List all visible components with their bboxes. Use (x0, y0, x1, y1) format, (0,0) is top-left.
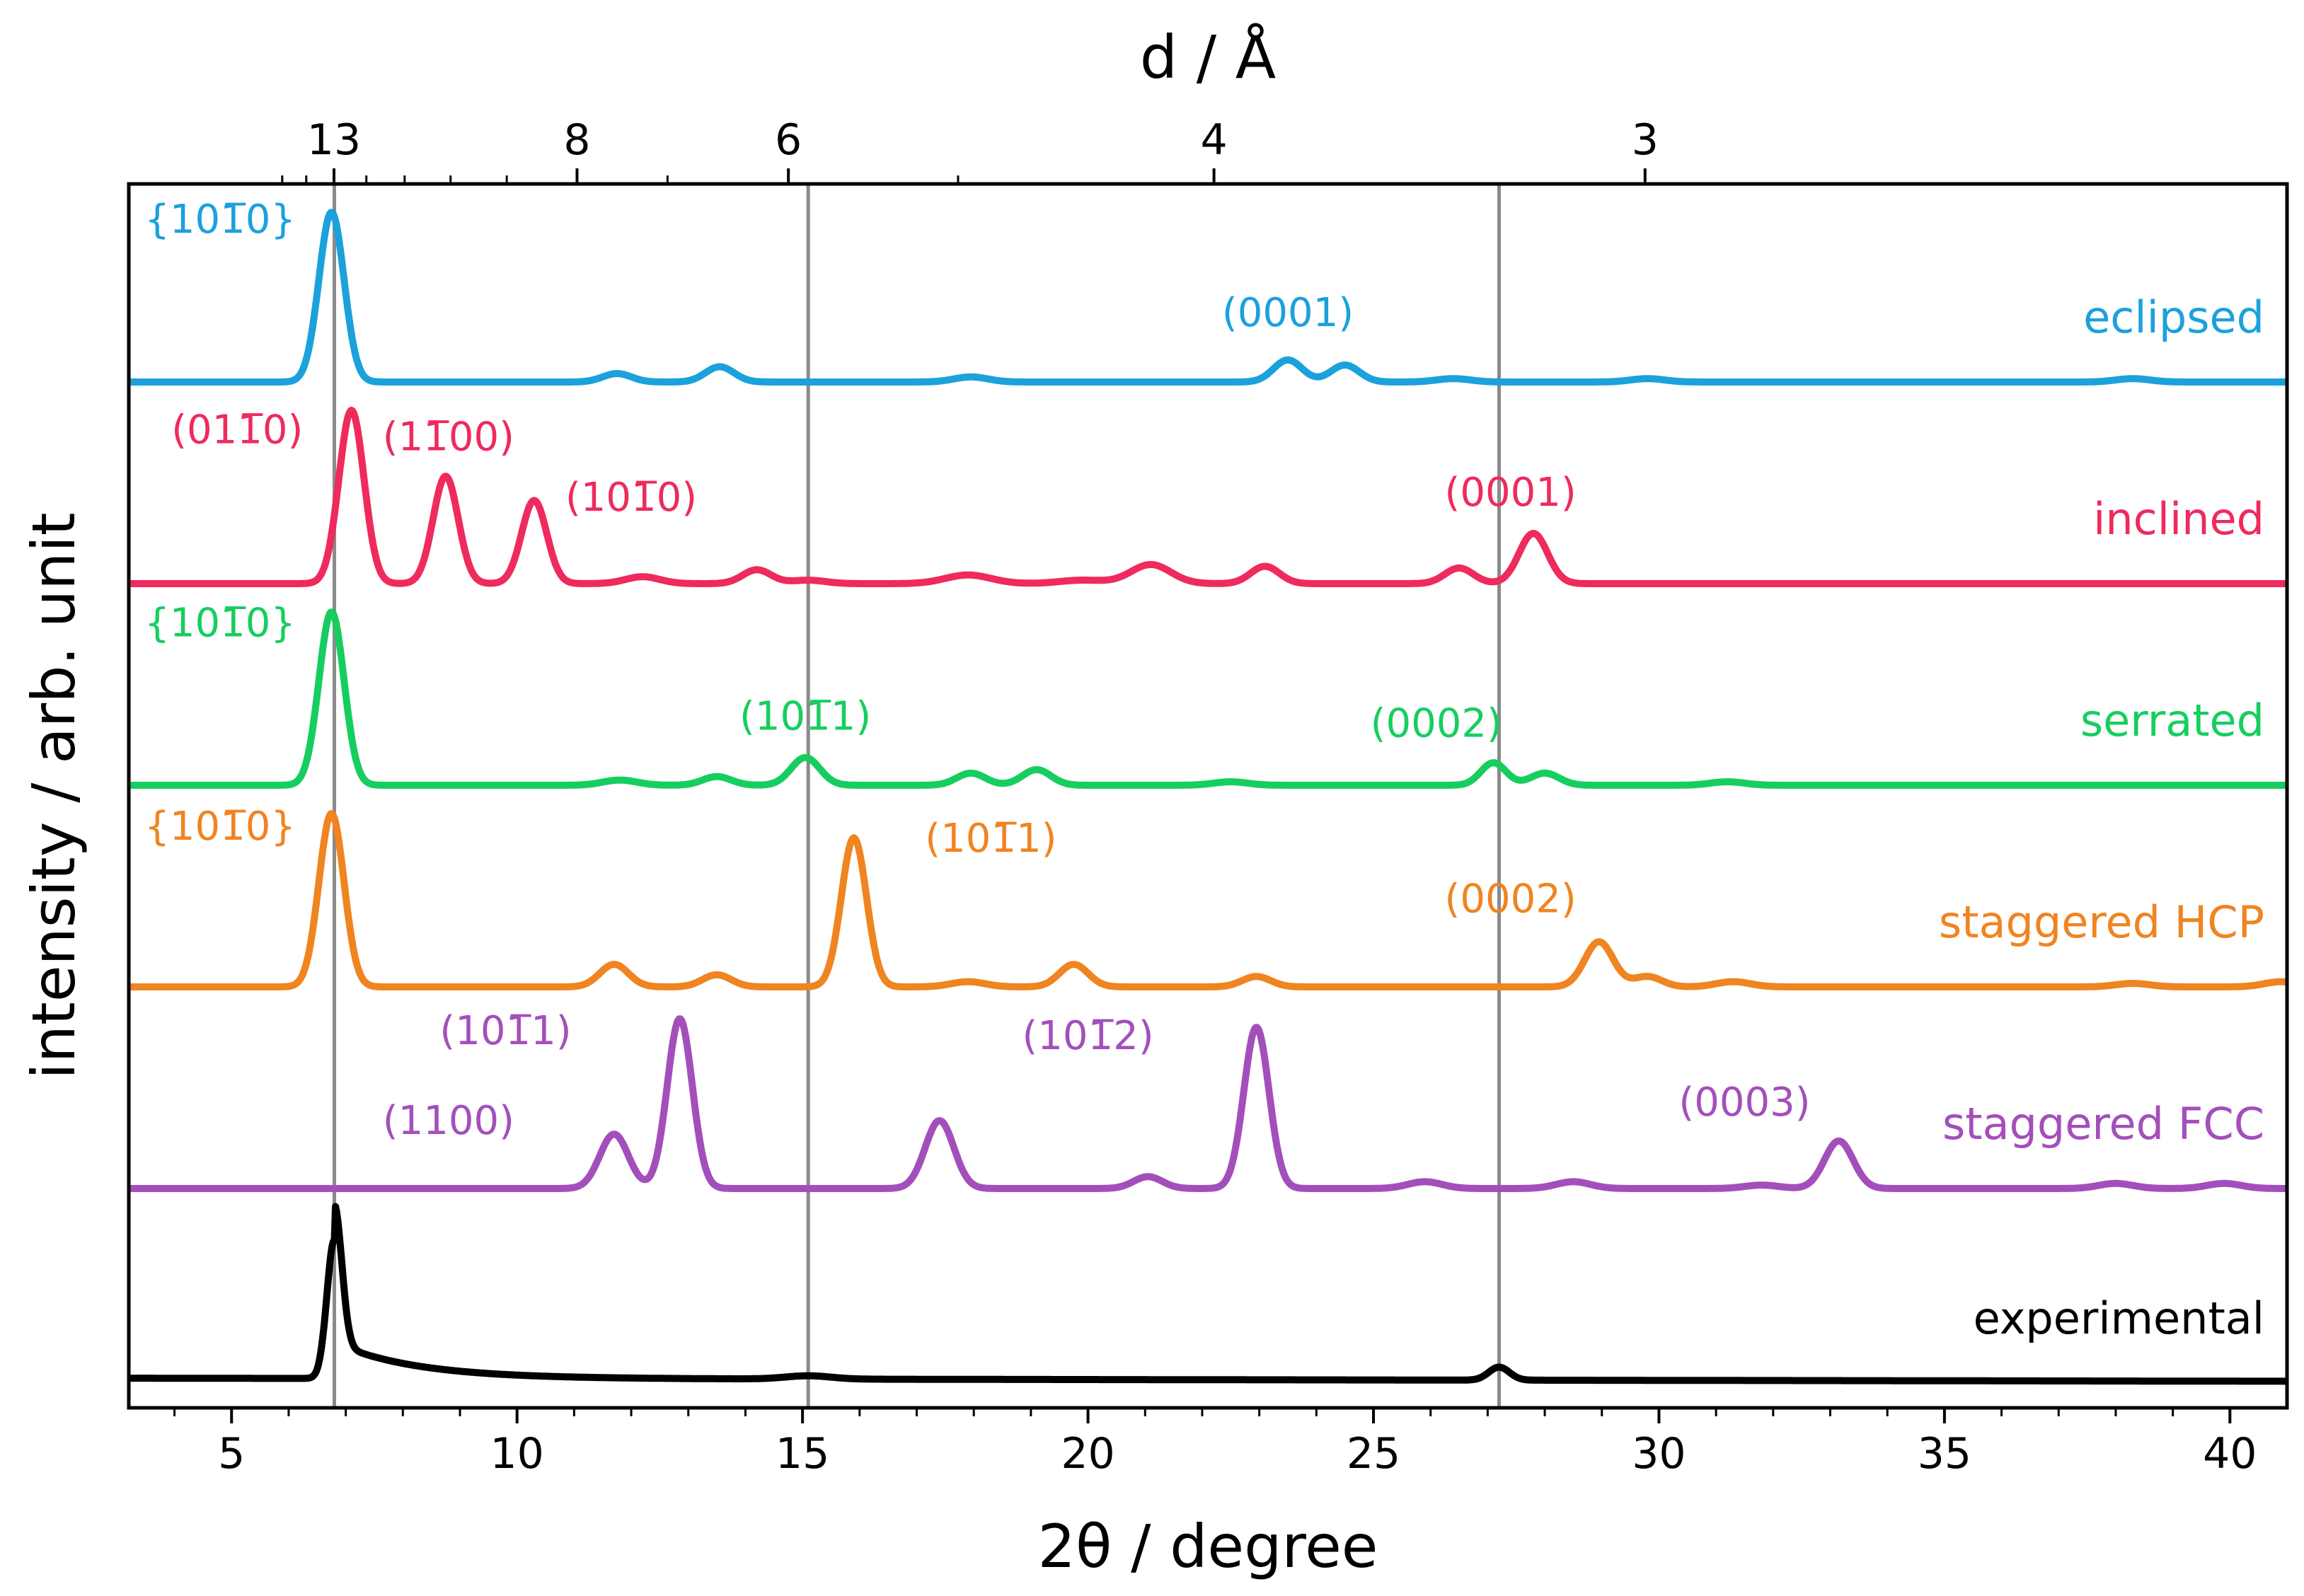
top-tick-label: 13 (307, 115, 361, 165)
x-tick-label: 25 (1347, 1429, 1400, 1479)
series-name-inclined: inclined (2093, 493, 2264, 545)
series-layer (126, 209, 2290, 1385)
peak-label: (101̅1) (439, 1008, 571, 1054)
peak-label: (101̅2) (1022, 1013, 1153, 1059)
series-name-experimental: experimental (1974, 1293, 2264, 1344)
top-tick-label: 8 (563, 115, 590, 165)
x-tick-label: 15 (776, 1429, 829, 1479)
series-line-serrated (126, 608, 2290, 789)
peak-label: (11̅00) (383, 414, 514, 460)
peak-label: (0002) (1371, 700, 1502, 746)
x-tick-label: 35 (1918, 1429, 1971, 1479)
top-axis-title: d / Å (1140, 22, 1277, 92)
x-axis-title: 2θ / degree (1038, 1512, 1378, 1581)
peak-label: (101̅1) (739, 694, 871, 740)
labels-layer: eclipsed {101̅0} (0001) inclined (011̅0) (11̅… (144, 197, 2264, 1344)
series-name-eclipsed: eclipsed (2083, 291, 2264, 343)
series-name-staggered-FCC: staggered FCC (1942, 1098, 2264, 1150)
series-line-staggered-HCP (126, 810, 2290, 990)
bottom-axis: 5 10 15 20 25 30 35 40 (173, 1408, 2257, 1479)
x-tick-label: 20 (1061, 1429, 1114, 1479)
top-tick-label: 4 (1200, 115, 1227, 165)
series-name-serrated: serrated (2080, 695, 2264, 746)
plot-frame (127, 182, 2289, 1410)
series-name-staggered-HCP: staggered HCP (1939, 896, 2264, 948)
peak-label: (0001) (1445, 470, 1577, 516)
top-tick-label: 6 (775, 115, 802, 165)
peak-label: (1100) (383, 1098, 514, 1144)
series-line-staggered-FCC (126, 1015, 2290, 1192)
peak-label: {101̅0} (144, 197, 296, 243)
top-axis: 13 8 6 4 3 (281, 115, 1659, 184)
x-tick-label: 30 (1632, 1429, 1686, 1479)
series-line-eclipsed (126, 209, 2290, 386)
peak-label: {101̅0} (144, 600, 296, 646)
peak-label: (0003) (1678, 1080, 1810, 1126)
x-tick-label: 10 (490, 1429, 543, 1479)
peak-label: (101̅1) (925, 816, 1056, 862)
peak-label: (0001) (1222, 290, 1354, 336)
y-axis-title: intensity / arb. unit (19, 512, 88, 1079)
x-tick-label: 40 (2203, 1429, 2257, 1479)
peak-label: (101̅0) (565, 475, 697, 521)
series-line-experimental (126, 1203, 2290, 1385)
peak-label: (0002) (1445, 877, 1577, 923)
top-tick-label: 3 (1632, 115, 1659, 165)
series-line-inclined (126, 407, 2290, 587)
peak-label: {101̅0} (144, 804, 296, 850)
x-tick-label: 5 (218, 1429, 245, 1479)
peak-label: (011̅0) (171, 407, 303, 453)
reference-lines (332, 184, 1502, 1408)
